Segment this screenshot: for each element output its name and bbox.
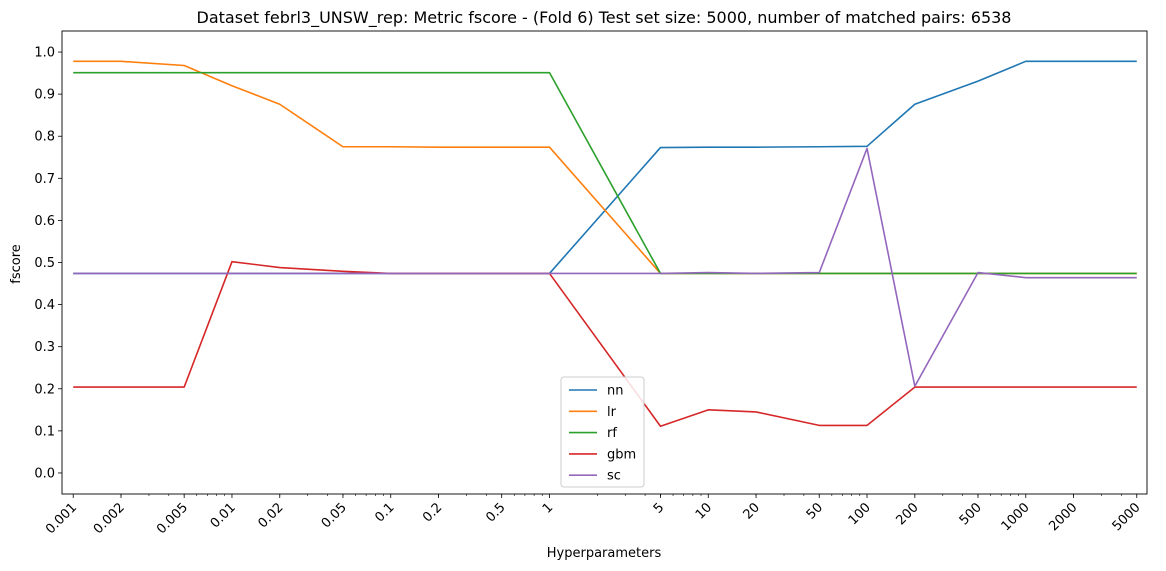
x-tick-label: 0.01 [208,500,239,531]
x-tick-label: 0.2 [420,500,445,525]
x-tick-label: 50 [804,500,826,522]
x-tick-label: 0.001 [43,500,80,537]
y-tick-label: 0.6 [34,214,55,229]
x-tick-label: 5 [651,500,667,516]
chart-title: Dataset febrl3_UNSW_rep: Metric fscore -… [197,8,1012,28]
legend-label-rf: rf [607,426,617,441]
y-axis-label: fscore [9,244,24,284]
x-tick-label: 0.05 [319,500,350,531]
y-tick-label: 0.5 [34,256,55,271]
y-tick-label: 0.9 [34,88,55,103]
x-tick-label: 5000 [1110,500,1144,534]
legend-label-nn: nn [607,384,623,399]
legend-label-sc: sc [607,469,621,484]
legend-label-gbm: gbm [607,447,636,462]
y-tick-label: 0.0 [34,466,55,481]
x-tick-label: 1000 [999,500,1033,534]
x-tick-label: 20 [741,500,763,522]
y-tick-label: 0.8 [34,130,55,145]
x-tick-label: 0.002 [91,500,128,537]
series-line-lr [73,60,1137,275]
series-line-gbm [73,260,1137,428]
x-tick-label: 0.005 [154,500,191,537]
axes-frame [61,30,1148,495]
y-tick-label: 0.2 [34,382,55,397]
y-tick-label: 0.1 [34,424,55,439]
x-tick-label: 2000 [1046,500,1080,534]
x-axis-label: Hyperparameters [547,546,662,561]
x-tick-label: 200 [893,500,921,528]
legend-label-lr: lr [607,405,617,420]
series-line-nn [73,60,1137,275]
y-tick-label: 0.4 [34,298,55,313]
x-tick-label: 0.02 [256,500,287,531]
y-tick-label: 0.3 [34,340,55,355]
x-tick-label: 1 [540,500,556,516]
plot-area: 0.001 0.002 0.005 0.01 0.02 0.05 0.1 0.2 0.5 1 5 10… [34,30,1148,537]
legend-box [560,376,645,488]
series-line-rf [73,71,1137,275]
x-tick-label: 100 [846,500,874,528]
y-tick-label: 0.7 [34,172,55,187]
series-line-sc [73,147,1137,388]
x-tick-label: 0.5 [483,500,508,525]
x-tick-label: 500 [957,500,985,528]
x-tick-label: 0.1 [372,500,397,525]
x-tick-label: 10 [693,500,715,522]
y-tick-label: 1.0 [34,46,55,61]
legend: nn lr rf gbm sc [560,376,645,488]
